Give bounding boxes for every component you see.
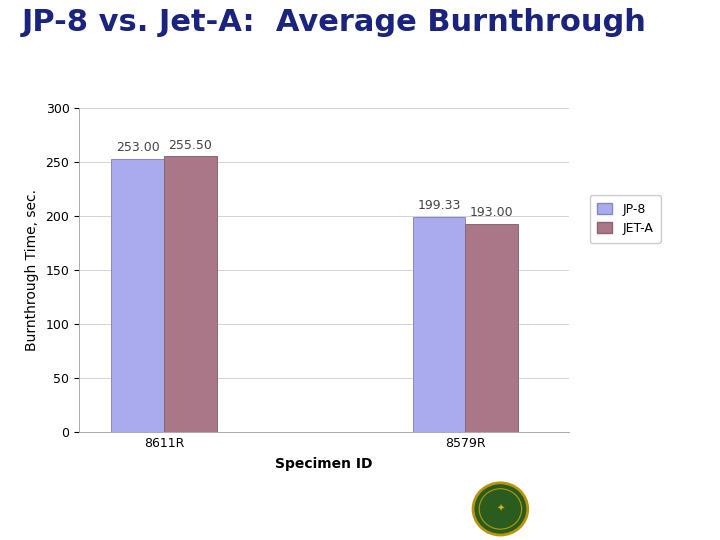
Bar — [111, 159, 164, 432]
Text: IAMFTWG – March 1-2, 2011 – Savannah, GA: IAMFTWG – March 1-2, 2011 – Savannah, GA — [14, 518, 246, 528]
Legend: JP-8, JET-A: JP-8, JET-A — [590, 195, 661, 242]
Text: 255.50: 255.50 — [168, 139, 212, 152]
Text: 253.00: 253.00 — [116, 141, 159, 154]
Text: Burnthrough and NexGen Burner Update: Burnthrough and NexGen Burner Update — [14, 495, 254, 505]
X-axis label: Specimen ID: Specimen ID — [275, 457, 373, 471]
Y-axis label: Burnthrough Time, sec.: Burnthrough Time, sec. — [24, 189, 39, 351]
Bar — [413, 217, 465, 432]
Text: 15: 15 — [679, 502, 696, 516]
Text: JP-8 vs. Jet-A:  Average Burnthrough: JP-8 vs. Jet-A: Average Burnthrough — [22, 8, 647, 37]
Text: Federal Aviation
Administration: Federal Aviation Administration — [544, 493, 652, 525]
Text: 193.00: 193.00 — [469, 206, 513, 219]
Bar — [164, 156, 217, 432]
Text: 199.33: 199.33 — [417, 199, 461, 212]
Text: ✦: ✦ — [496, 504, 505, 514]
Bar — [465, 224, 518, 432]
